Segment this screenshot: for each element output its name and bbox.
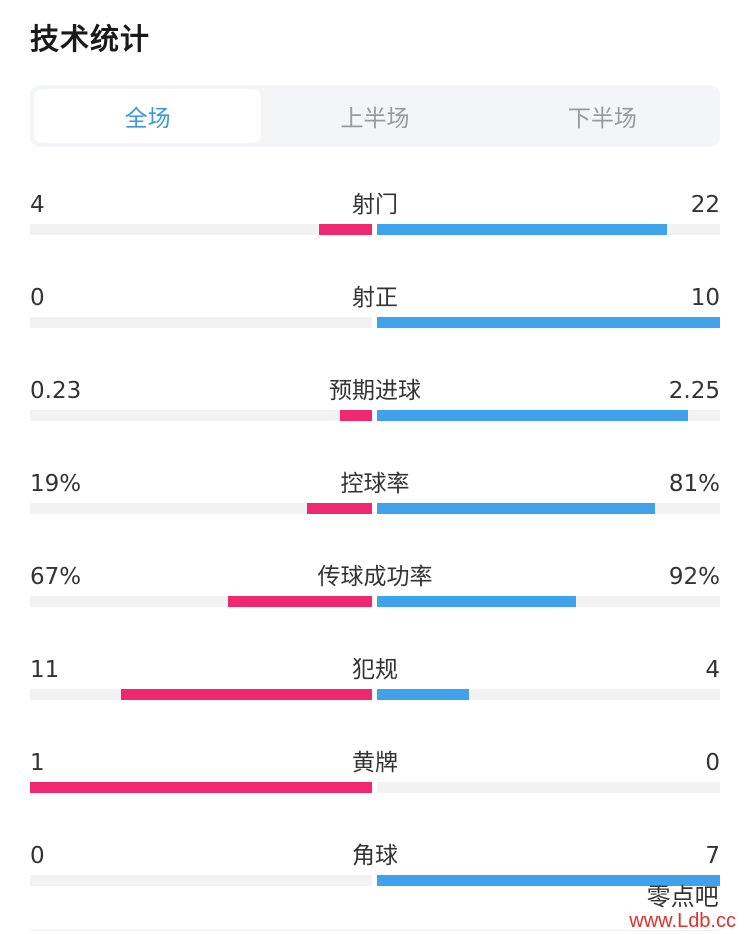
- home-value: 4: [30, 192, 45, 218]
- home-track: [30, 410, 372, 421]
- home-track: [30, 224, 372, 235]
- stat-label: 犯规: [352, 657, 398, 683]
- stat-row-shots: 4 射门 22: [30, 190, 720, 260]
- period-tabs: 全场 上半场 下半场: [30, 85, 720, 147]
- away-track: [377, 224, 720, 235]
- home-value: 0: [30, 285, 45, 311]
- home-track: [30, 782, 372, 793]
- divider: [30, 930, 720, 931]
- stat-row-shots-on-target: 0 射正 10: [30, 283, 720, 353]
- page-title: 技术统计: [30, 22, 151, 56]
- watermark: 零点吧 www.Ldb.cc: [629, 882, 736, 932]
- away-value: 0: [705, 750, 720, 776]
- stat-label: 角球: [352, 843, 398, 869]
- away-bar: [377, 503, 655, 514]
- stat-row-possession: 19% 控球率 81%: [30, 469, 720, 539]
- home-track: [30, 875, 372, 886]
- home-track: [30, 689, 372, 700]
- watermark-url: www.Ldb.cc: [629, 910, 736, 932]
- away-track: [377, 875, 720, 886]
- home-bar: [307, 503, 372, 514]
- stat-row-corners: 0 角球 7: [30, 841, 720, 911]
- stat-label: 预期进球: [329, 378, 421, 404]
- home-value: 67%: [30, 564, 82, 590]
- away-value: 10: [690, 285, 720, 311]
- home-value: 1: [30, 750, 45, 776]
- stat-row-yellow-cards: 1 黄牌 0: [30, 748, 720, 818]
- home-bar: [319, 224, 372, 235]
- home-bar: [340, 410, 372, 421]
- stat-label: 控球率: [340, 471, 410, 497]
- home-value: 11: [30, 657, 60, 683]
- home-value: 0: [30, 843, 45, 869]
- home-bar: [30, 782, 372, 793]
- away-bar: [377, 875, 720, 886]
- away-value: 92%: [668, 564, 720, 590]
- tab-second-half[interactable]: 下半场: [567, 106, 637, 132]
- stat-label: 射门: [352, 192, 398, 218]
- tab-full-match[interactable]: 全场: [34, 89, 262, 143]
- home-bar: [121, 689, 372, 700]
- home-track: [30, 317, 372, 328]
- home-track: [30, 503, 372, 514]
- stat-row-pass-accuracy: 67% 传球成功率 92%: [30, 562, 720, 632]
- away-bar: [377, 224, 668, 235]
- stat-row-expected-goals: 0.23 预期进球 2.25: [30, 376, 720, 446]
- away-value: 7: [705, 843, 720, 869]
- away-value: 81%: [668, 471, 720, 497]
- home-track: [30, 596, 372, 607]
- home-value: 0.23: [30, 378, 82, 404]
- stat-label: 传球成功率: [317, 564, 433, 590]
- away-value: 4: [705, 657, 720, 683]
- away-track: [377, 503, 720, 514]
- home-bar: [228, 596, 372, 607]
- away-track: [377, 782, 720, 793]
- away-track: [377, 596, 720, 607]
- away-track: [377, 317, 720, 328]
- away-bar: [377, 689, 469, 700]
- watermark-name: 零点吧: [646, 882, 719, 911]
- home-value: 19%: [30, 471, 82, 497]
- stat-label: 射正: [352, 285, 398, 311]
- away-bar: [377, 596, 576, 607]
- stat-label: 黄牌: [352, 750, 398, 776]
- away-bar: [377, 317, 720, 328]
- away-value: 22: [690, 192, 720, 218]
- away-bar: [377, 410, 689, 421]
- stat-row-fouls: 11 犯规 4: [30, 655, 720, 725]
- away-value: 2.25: [668, 378, 720, 404]
- away-track: [377, 410, 720, 421]
- away-track: [377, 689, 720, 700]
- tab-first-half[interactable]: 上半场: [340, 106, 410, 132]
